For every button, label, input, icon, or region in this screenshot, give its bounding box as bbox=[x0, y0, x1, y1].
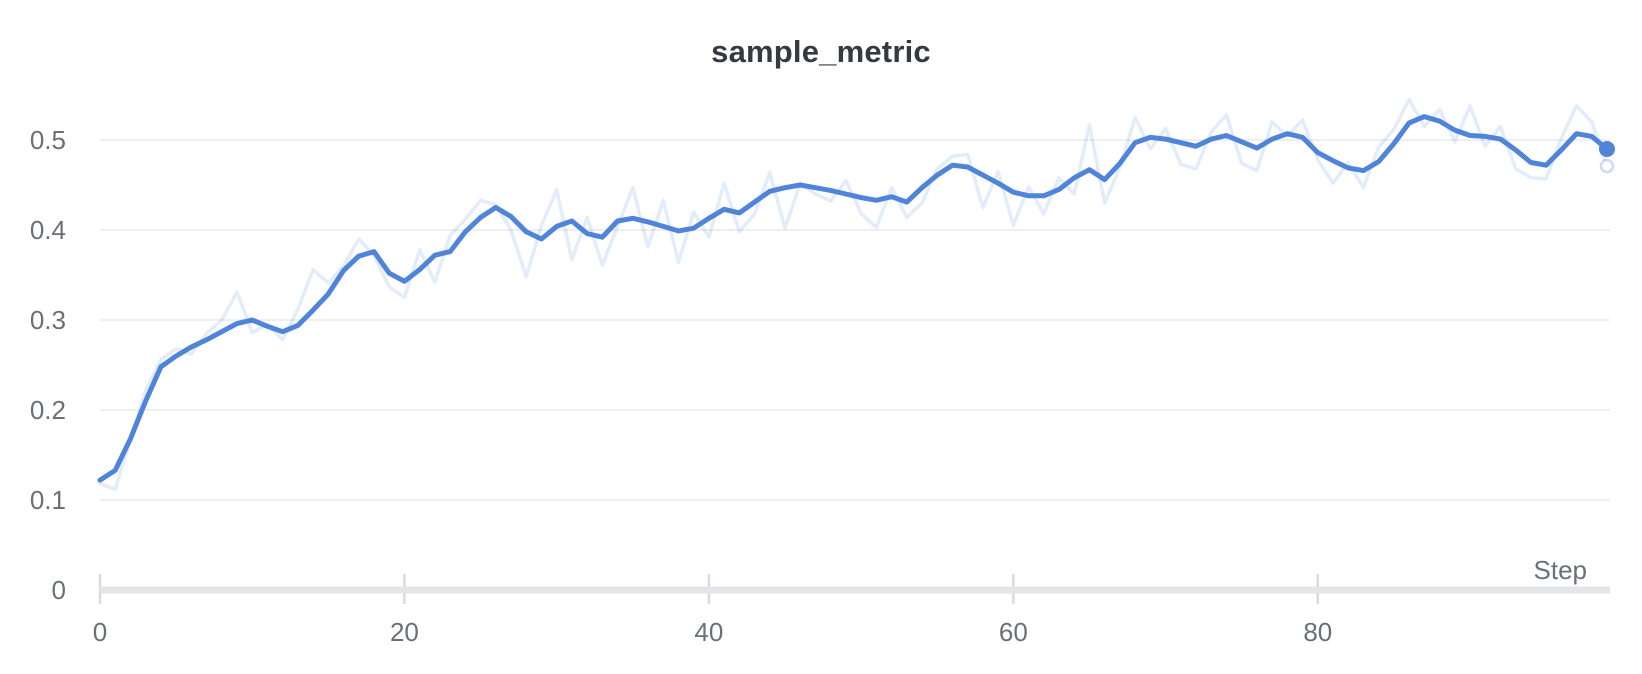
x-tick-label: 20 bbox=[390, 617, 419, 647]
x-tick-label: 40 bbox=[694, 617, 723, 647]
y-tick-label: 0.4 bbox=[30, 215, 66, 245]
plot-area[interactable] bbox=[100, 95, 1610, 590]
x-tick-label: 0 bbox=[93, 617, 107, 647]
y-tick-label: 0.3 bbox=[30, 305, 66, 335]
x-tick-label: 80 bbox=[1303, 617, 1332, 647]
x-axis-label: Step bbox=[1533, 555, 1588, 585]
y-tick-label: 0.5 bbox=[30, 125, 66, 155]
smoothed-end-point-marker[interactable] bbox=[1599, 141, 1615, 157]
x-tick-label: 60 bbox=[999, 617, 1028, 647]
x-axis-line bbox=[100, 586, 1610, 594]
y-tick-label: 0.1 bbox=[30, 485, 66, 515]
chart-title: sample_metric bbox=[711, 34, 931, 69]
y-tick-label: 0.2 bbox=[30, 395, 66, 425]
smoothed-series-line bbox=[97, 114, 1610, 483]
y-tick-label: 0 bbox=[52, 575, 66, 605]
raw-end-point-marker bbox=[1599, 158, 1615, 174]
